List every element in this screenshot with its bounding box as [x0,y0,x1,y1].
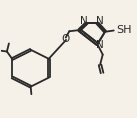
Text: N: N [80,16,88,26]
Text: N: N [96,40,104,50]
Text: SH: SH [116,25,132,36]
Text: O: O [61,34,69,44]
Text: N: N [96,16,104,26]
